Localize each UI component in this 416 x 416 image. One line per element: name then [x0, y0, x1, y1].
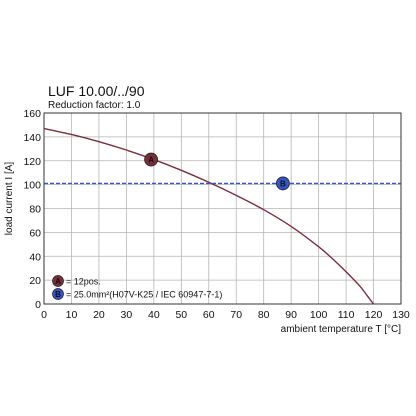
y-tick-label: 80	[29, 204, 41, 216]
x-tick-label: 0	[41, 309, 47, 321]
legend-marker-b	[52, 288, 64, 300]
series-marker-label: B	[280, 179, 286, 188]
x-tick-label: 10	[66, 309, 78, 321]
series-layer: AB	[43, 127, 401, 305]
plot-frame	[43, 112, 402, 305]
y-tick-label: 0	[35, 299, 41, 311]
y-tick-label: 140	[23, 132, 41, 144]
legend-entry-text: = 25.0mm²(H07V-K25 / IEC 60947-7-1)	[66, 290, 222, 300]
x-tick-label: 50	[175, 309, 187, 321]
x-tick-label: 90	[285, 309, 297, 321]
x-tick-label: 110	[338, 309, 355, 321]
chart-title: LUF 10.00/../90	[48, 83, 145, 99]
plot-border	[43, 112, 402, 305]
legend-entry-text: = 12pos.	[66, 277, 101, 287]
y-tick-label: 160	[23, 108, 41, 120]
x-tick-label: 120	[365, 309, 383, 321]
x-axis-label: ambient temperature T [°C]	[281, 324, 402, 335]
x-tick-label: 130	[392, 309, 410, 321]
y-tick-label: 20	[29, 275, 41, 287]
series-line-a	[43, 127, 375, 305]
x-tick-label: 60	[203, 309, 215, 321]
y-tick-label: 60	[29, 227, 41, 239]
x-tick-label: 80	[258, 309, 270, 321]
legend: A = 12pos. B = 25.0mm²(H07V-K25 / IEC 60947…	[52, 275, 222, 300]
series-marker-a	[144, 152, 159, 167]
legend-marker-label: B	[55, 290, 61, 299]
chart-subtitle: Reduction factor: 1.0	[48, 100, 141, 111]
y-tick-label: 100	[23, 180, 41, 192]
series-marker-label: A	[148, 156, 154, 165]
x-tick-label: 40	[148, 309, 160, 321]
x-tick-label: 30	[121, 309, 133, 321]
x-tick-label: 20	[93, 309, 105, 321]
x-tick-label: 70	[230, 309, 242, 321]
y-tick-label: 120	[23, 156, 41, 168]
y-axis-label: load current I [A]	[4, 162, 15, 236]
legend-marker-a	[52, 275, 64, 287]
series-marker-b	[276, 176, 290, 191]
x-tick-label: 100	[310, 309, 328, 321]
legend-marker-label: A	[55, 277, 61, 286]
tick-labels: 0 10 20 30 40 50 60 70 80 90 100 110 120 130 0 20 40 60 80…	[23, 108, 409, 321]
y-tick-label: 40	[29, 251, 41, 263]
